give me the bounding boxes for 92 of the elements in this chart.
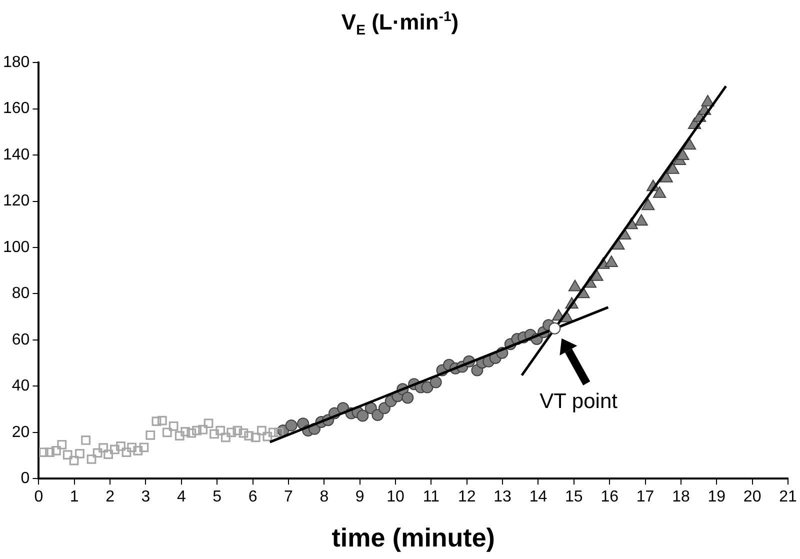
point: [701, 94, 714, 106]
y-tick-label: 180: [2, 54, 30, 72]
x-tick-label: 8: [320, 488, 329, 506]
chart-title: V$_{E}$ (L·min$^{-1}$): [340, 8, 460, 38]
point: [180, 426, 190, 436]
x-tick-label: 18: [672, 488, 690, 506]
point: [262, 432, 272, 442]
point: [204, 418, 214, 428]
x-tick-label: 21: [779, 488, 797, 506]
y-tick-label: 160: [2, 100, 30, 118]
x-tick-label: 12: [458, 488, 476, 506]
point: [81, 436, 90, 445]
x-tick-label: 7: [284, 488, 294, 506]
x-tick-label: 11: [422, 488, 440, 506]
point: [152, 416, 162, 426]
point: [642, 198, 655, 210]
point: [238, 428, 248, 438]
point: [590, 269, 604, 281]
point: [356, 410, 369, 422]
point: [226, 428, 236, 438]
point: [75, 448, 84, 458]
y-tick-label: 40: [12, 378, 30, 395]
point: [186, 428, 196, 438]
point: [216, 426, 225, 436]
point: [162, 428, 172, 438]
x-tick-label: 10: [386, 488, 405, 506]
y-tick-label: 0: [20, 470, 30, 488]
y-tick-label: 100: [2, 238, 30, 256]
point: [372, 409, 384, 422]
point: [257, 426, 266, 436]
point: [51, 446, 61, 456]
x-tick-label: 5: [212, 488, 222, 506]
point: [250, 432, 260, 442]
point: [86, 454, 96, 464]
x-tick-label: 1: [70, 488, 79, 506]
point: [133, 446, 143, 456]
point: [139, 442, 149, 452]
point: [116, 442, 126, 451]
point: [157, 416, 167, 426]
x-tick-label: 4: [176, 488, 186, 506]
y-tick-label: 80: [12, 285, 30, 302]
point: [104, 450, 113, 460]
x-tick-label: 2: [106, 488, 115, 506]
y-tick-label: 20: [12, 424, 30, 441]
point: [92, 448, 102, 458]
point: [146, 430, 156, 440]
point: [57, 440, 67, 450]
point: [568, 280, 582, 292]
x-tick-label: 9: [355, 488, 364, 506]
point: [210, 429, 219, 439]
point: [634, 214, 648, 226]
point: [174, 431, 184, 441]
point: [198, 424, 208, 434]
point: [110, 444, 120, 454]
point: [285, 419, 298, 432]
point: [402, 392, 414, 404]
annotation: VT point: [540, 390, 618, 414]
point: [69, 456, 79, 466]
point: [45, 448, 54, 457]
y-tick-label: 140: [2, 146, 30, 164]
x-axis-title: time (minute): [332, 522, 495, 553]
point: [168, 421, 178, 431]
point: [274, 428, 284, 438]
point: [220, 432, 230, 442]
y-tick-label: 60: [12, 331, 30, 348]
y-tick-label: 120: [2, 192, 30, 210]
x-tick-label: 0: [34, 488, 44, 506]
point: [430, 376, 442, 388]
point: [666, 162, 680, 174]
point: [192, 426, 202, 436]
x-tick-label: 19: [708, 488, 726, 506]
x-tick-label: 6: [248, 488, 258, 506]
point: [39, 448, 48, 457]
point: [98, 443, 108, 453]
x-tick-label: 16: [600, 488, 619, 506]
x-tick-label: 13: [494, 488, 512, 506]
point: [62, 450, 72, 460]
point: [652, 186, 666, 198]
point: [232, 426, 242, 436]
point: [268, 428, 278, 438]
x-tick-label: 20: [743, 488, 762, 506]
x-tick-label: 3: [141, 488, 150, 506]
point: [421, 381, 434, 394]
point: [548, 322, 561, 334]
point: [604, 255, 618, 267]
point: [244, 431, 254, 441]
x-tick-label: 14: [529, 488, 548, 506]
x-tick-label: 15: [565, 488, 583, 506]
point: [127, 442, 137, 452]
x-tick-label: 17: [636, 488, 654, 506]
point: [122, 448, 132, 457]
point: [676, 148, 690, 160]
